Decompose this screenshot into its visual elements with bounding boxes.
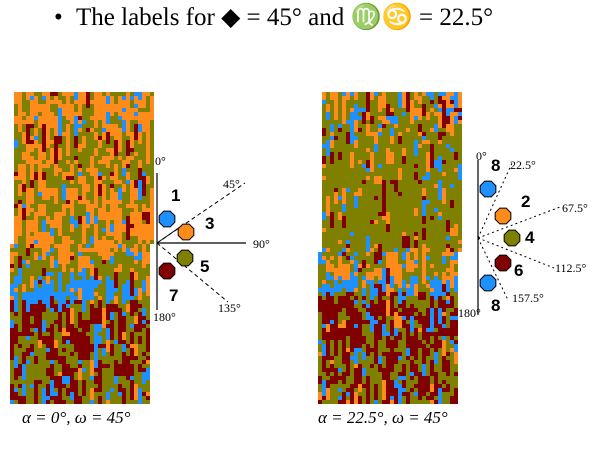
bin-number: 7 xyxy=(169,286,178,305)
bullet-icon: • xyxy=(54,4,63,31)
bin-marker-blue xyxy=(479,274,497,292)
angle-label: 22.5° xyxy=(510,158,536,172)
angle-label: 0° xyxy=(155,154,166,168)
axis-157-right xyxy=(477,237,509,301)
bin-marker-olive xyxy=(176,249,194,267)
angle-label: 157.5° xyxy=(512,291,544,305)
axis-135-left xyxy=(156,242,229,303)
slide-title: • The labels for ◆ = 45° and ♍♋ = 22.5° xyxy=(54,2,493,32)
axis-112-right xyxy=(477,237,555,269)
bin-number: 8 xyxy=(491,156,500,175)
bin-number: 4 xyxy=(525,228,535,247)
axis-45-solid-left xyxy=(156,226,181,244)
bin-marker-olive xyxy=(503,229,521,247)
bin-number: 6 xyxy=(514,261,523,280)
bin-marker-orange xyxy=(177,223,195,241)
angle-label: 180° xyxy=(153,310,176,324)
bin-marker-maroon xyxy=(494,254,512,272)
bin-number: 3 xyxy=(205,214,214,233)
bin-number: 8 xyxy=(491,296,500,315)
angle-label: 90° xyxy=(253,237,270,251)
bin-marker-orange xyxy=(494,207,512,225)
bin-number: 1 xyxy=(171,186,180,205)
angle-label: 180° xyxy=(458,306,481,320)
title-text: The labels for ◆ = 45° and ♍♋ = 22.5° xyxy=(76,4,494,31)
bin-number: 2 xyxy=(521,192,530,211)
angle-label: 0° xyxy=(476,149,487,163)
bin-number: 5 xyxy=(200,257,209,276)
bin-marker-maroon xyxy=(158,262,176,280)
angle-label: 67.5° xyxy=(562,201,588,215)
angle-label: 112.5° xyxy=(555,261,587,275)
bin-marker-blue xyxy=(479,180,497,198)
angle-label: 135° xyxy=(218,301,241,315)
angle-label: 45° xyxy=(223,177,240,191)
caption-right: α = 22.5°, ω = 45° xyxy=(318,408,448,427)
axis-22-right xyxy=(477,162,513,239)
texture-map-left xyxy=(10,92,154,404)
caption-left: α = 0°, ω = 45° xyxy=(22,408,131,427)
bin-marker-blue xyxy=(158,210,176,228)
texture-map-right xyxy=(318,92,462,404)
orientation-key-right: 0° 22.5° 67.5° 112.5° 157.5° 180° 8 2 4 … xyxy=(458,149,588,320)
orientation-key-left: 0° 45° 90° 135° 180° 1 3 5 7 xyxy=(153,154,270,324)
